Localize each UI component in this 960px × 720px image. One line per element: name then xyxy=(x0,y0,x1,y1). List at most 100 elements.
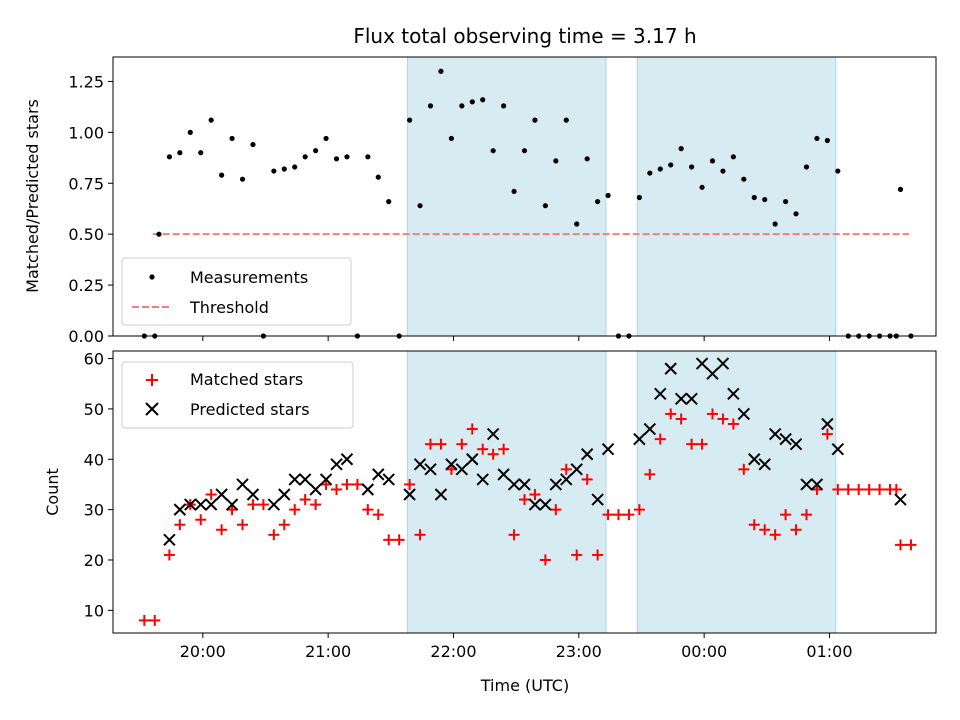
matched-star-point xyxy=(727,418,739,430)
measurement-point xyxy=(292,164,298,170)
shaded-interval xyxy=(407,56,607,337)
predicted-star-point xyxy=(737,407,751,421)
measurement-point xyxy=(897,186,904,192)
measurement-point xyxy=(187,129,193,135)
matched-star-point xyxy=(466,423,478,435)
measurement-point xyxy=(490,148,496,154)
predicted-star-point xyxy=(424,463,437,476)
predicted-star-point xyxy=(591,493,604,506)
matched-star-point xyxy=(404,478,416,490)
predicted-star-point xyxy=(779,432,792,446)
bottom-panel: 10 20 30 40 50 60 20:00 21:00 22:00 23:00 00:00 01:… xyxy=(43,350,937,695)
predicted-star-point xyxy=(204,498,218,511)
predicted-star-point xyxy=(560,473,573,486)
matched-star-point xyxy=(748,519,760,531)
predicted-star-point xyxy=(455,463,469,476)
matched-star-point xyxy=(717,413,729,425)
measurement-point xyxy=(668,162,674,168)
matched-star-point xyxy=(612,509,624,521)
measurement-point xyxy=(605,192,611,199)
predicted-star-point xyxy=(633,432,646,446)
matched-star-point xyxy=(331,483,343,495)
matched-star-point xyxy=(769,529,781,541)
measurement-point xyxy=(574,221,580,227)
measurement-point xyxy=(730,154,736,160)
shaded-interval xyxy=(636,350,837,634)
matched-star-point xyxy=(456,438,468,450)
predicted-star-point xyxy=(340,453,354,466)
predicted-star-point xyxy=(194,498,207,511)
legend-measurements-marker xyxy=(149,274,155,280)
predicted-star-point xyxy=(466,453,479,466)
x-tick-label: 23:00 xyxy=(556,642,602,661)
legend-measurements-label: Measurements xyxy=(190,268,308,287)
predicted-star-point xyxy=(706,367,719,380)
predicted-star-point xyxy=(549,478,563,491)
matched-star-point xyxy=(706,408,718,420)
measurement-point xyxy=(375,174,381,180)
predicted-star-point xyxy=(674,392,688,406)
matched-star-point xyxy=(654,433,666,445)
matched-star-point xyxy=(550,504,562,516)
matched-star-point xyxy=(644,468,656,480)
matched-star-point xyxy=(163,549,175,561)
predicted-star-point xyxy=(173,503,187,516)
measurement-point xyxy=(595,198,601,205)
measurement-point xyxy=(323,135,329,142)
measurement-point xyxy=(793,211,799,217)
measurement-point xyxy=(741,176,747,182)
matched-star-point xyxy=(216,524,228,536)
predicted-star-point xyxy=(298,473,312,486)
measurement-point xyxy=(751,194,757,201)
matched-star-point xyxy=(278,519,290,531)
predicted-star-point xyxy=(800,478,813,491)
predicted-star-point xyxy=(831,442,845,456)
predicted-star-point xyxy=(758,458,771,471)
y-tick-label: 60 xyxy=(84,350,104,369)
predicted-star-point xyxy=(821,417,834,431)
bottom-legend-box xyxy=(121,361,354,429)
matched-star-point xyxy=(414,529,426,541)
measurement-point xyxy=(480,97,486,103)
measurement-point xyxy=(553,158,559,164)
matched-star-point xyxy=(842,483,854,495)
matched-star-point xyxy=(237,519,249,531)
bottom-legend: Matched stars Predicted stars xyxy=(121,361,354,429)
matched-star-point xyxy=(592,549,604,561)
x-tick-label: 22:00 xyxy=(430,642,476,661)
x-tick-label: 21:00 xyxy=(305,642,351,661)
matched-star-point xyxy=(790,524,802,536)
measurement-point xyxy=(699,184,705,190)
matched-star-point xyxy=(665,408,677,420)
matched-star-point xyxy=(341,478,353,490)
measurement-point xyxy=(219,172,225,178)
predicted-star-point xyxy=(654,387,667,401)
x-axis-label: Time (UTC) xyxy=(480,676,569,695)
matched-star-point xyxy=(393,534,405,546)
measurement-point xyxy=(438,68,444,74)
predicted-star-point xyxy=(215,488,228,501)
matched-star-point xyxy=(696,438,708,450)
measurement-point xyxy=(250,141,256,148)
y-tick-label: 30 xyxy=(84,501,104,520)
y-tick-label: 0.25 xyxy=(68,276,104,295)
matched-star-point xyxy=(435,438,447,450)
predicted-star-point xyxy=(445,458,458,471)
measurement-point xyxy=(281,166,287,172)
predicted-star-point xyxy=(236,478,249,491)
matched-star-point xyxy=(853,483,865,495)
predicted-star-point xyxy=(476,473,489,486)
y-tick-label: 1.00 xyxy=(68,123,104,142)
measurement-point xyxy=(239,176,246,182)
predicted-star-point xyxy=(372,468,385,481)
legend-threshold-label: Threshold xyxy=(189,298,269,317)
measurement-point xyxy=(344,154,350,160)
matched-star-point xyxy=(529,489,541,501)
predicted-star-point xyxy=(319,473,333,486)
matched-star-point xyxy=(894,539,906,551)
matched-star-point xyxy=(686,438,698,450)
predicted-star-point xyxy=(570,463,583,476)
measurement-point xyxy=(271,168,277,174)
top-legend: Measurements Threshold xyxy=(121,257,352,326)
